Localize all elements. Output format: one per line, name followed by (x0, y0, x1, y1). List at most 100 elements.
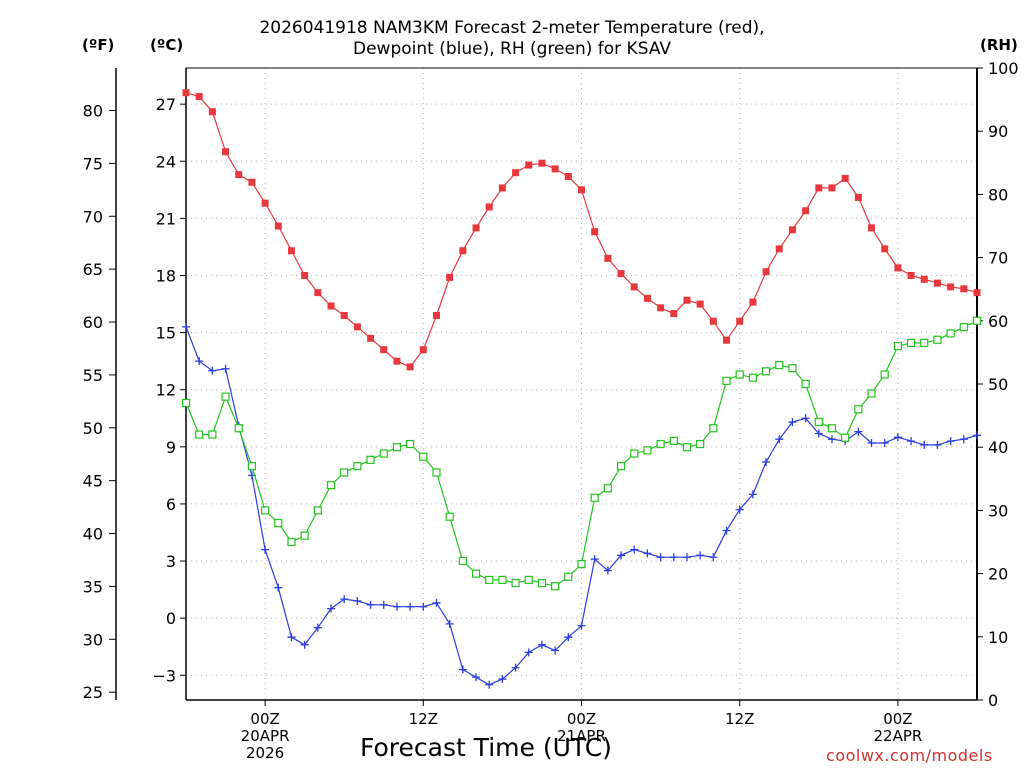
data-point (432, 311, 440, 319)
data-point (722, 376, 731, 385)
celsius-tick-label: 27 (156, 95, 176, 114)
data-point (959, 435, 968, 444)
data-point (748, 490, 757, 499)
data-point (208, 108, 216, 116)
fahrenheit-unit-label: (ºF) (82, 36, 115, 54)
data-point (247, 462, 257, 471)
data-point (814, 417, 823, 427)
data-point (947, 283, 955, 291)
data-point (366, 600, 375, 609)
data-point (762, 458, 771, 467)
rh-tick-label: 10 (988, 628, 1008, 647)
data-point (498, 675, 507, 684)
fahrenheit-tick-label: 60 (83, 313, 103, 332)
data-point (709, 424, 718, 433)
data-point (867, 389, 876, 398)
data-point (735, 505, 744, 514)
x-tick-label: 2026 (246, 744, 284, 762)
series-line (185, 326, 978, 686)
data-point (458, 665, 467, 674)
data-point (801, 379, 810, 389)
data-point (761, 367, 771, 376)
fahrenheit-tick-label: 80 (83, 102, 103, 121)
data-point (920, 338, 929, 348)
data-point (300, 640, 309, 649)
data-point (603, 566, 612, 575)
fahrenheit-tick-label: 25 (83, 683, 103, 702)
data-point (972, 316, 982, 325)
data-point (419, 346, 427, 354)
celsius-tick-label: 24 (156, 152, 176, 171)
data-point (314, 289, 322, 297)
data-point (630, 283, 638, 291)
data-point (432, 598, 441, 607)
data-point (880, 439, 889, 448)
data-point (881, 245, 889, 253)
data-point (300, 531, 309, 540)
data-point (248, 178, 256, 186)
data-point (340, 595, 349, 604)
data-point (301, 271, 309, 279)
data-point (933, 279, 941, 287)
data-point (406, 439, 415, 449)
celsius-unit-label: (ºC) (150, 36, 184, 54)
data-point (722, 526, 731, 535)
data-point (353, 323, 361, 331)
data-point (669, 436, 678, 445)
rh-tick-label: 80 (988, 185, 1008, 204)
data-point (749, 298, 757, 306)
data-point (537, 578, 547, 588)
celsius-tick-label: 15 (156, 324, 176, 343)
data-point (261, 506, 270, 515)
data-point (696, 300, 704, 308)
data-point (551, 646, 560, 655)
data-point (340, 311, 348, 319)
celsius-tick-label: −3 (152, 666, 176, 685)
data-point (261, 199, 269, 207)
data-point (735, 370, 744, 379)
data-point (367, 334, 375, 342)
data-point (736, 317, 744, 325)
data-point (287, 537, 296, 547)
credit-label: coolwx.com/models (826, 746, 993, 765)
data-point (221, 364, 230, 373)
data-point (221, 392, 230, 401)
data-point (485, 575, 494, 585)
data-point (670, 310, 678, 318)
data-point (379, 449, 388, 458)
data-point (366, 455, 375, 464)
x-tick-label: 21APR (557, 727, 606, 745)
data-point (472, 224, 480, 232)
data-point (723, 336, 731, 344)
data-point (208, 430, 217, 439)
data-point (445, 512, 454, 521)
data-point (907, 271, 915, 279)
data-point (392, 602, 401, 611)
data-point (788, 364, 797, 373)
rh-tick-label: 20 (988, 565, 1008, 584)
data-point (775, 435, 784, 444)
data-point (524, 648, 533, 657)
data-point (893, 341, 903, 351)
data-point (696, 439, 705, 449)
data-point (973, 431, 981, 440)
data-point (392, 443, 402, 452)
data-point (445, 619, 454, 628)
data-point (590, 493, 599, 502)
data-point (643, 446, 652, 455)
data-point (669, 553, 678, 562)
data-point (920, 275, 928, 283)
celsius-tick-label: 21 (156, 209, 176, 228)
data-point (511, 578, 520, 588)
data-point (222, 148, 230, 156)
data-point (313, 623, 322, 632)
data-point (551, 582, 560, 591)
data-point (907, 437, 916, 446)
x-tick-label: 00Z (883, 710, 912, 728)
data-point (432, 468, 441, 477)
chart-title: 2026041918 NAM3KM Forecast 2-meter Tempe… (0, 18, 1024, 60)
data-point (578, 186, 585, 194)
data-point (946, 437, 955, 446)
data-point (590, 555, 599, 564)
